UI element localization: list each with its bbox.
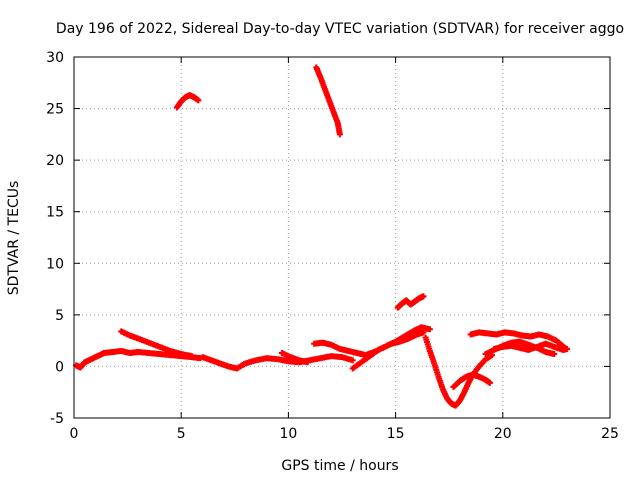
data-series-arc-a	[73, 347, 204, 371]
data-series-arc-h	[349, 324, 433, 372]
data-point	[551, 351, 558, 358]
data-series-arc-g	[311, 329, 427, 359]
data-series-arc-b	[118, 328, 195, 360]
y-tick-label: -5	[50, 411, 64, 427]
data-point	[188, 353, 195, 360]
gridlines	[74, 57, 610, 418]
data-series-arc-d	[199, 353, 356, 372]
data-series-arc-e	[278, 350, 311, 366]
y-axis-label: SDTVAR / TECUs	[6, 181, 22, 296]
data-point	[349, 357, 356, 364]
x-axis-label: GPS time / hours	[281, 458, 398, 474]
y-tick-label: 30	[46, 50, 64, 66]
y-tick-label: 10	[46, 256, 64, 272]
y-tick-label: 25	[46, 102, 64, 118]
data-point	[564, 345, 571, 352]
data-point	[304, 359, 311, 366]
y-tick-label: 0	[55, 359, 64, 375]
x-tick-label: 15	[387, 426, 405, 442]
data-series-arc-f	[313, 64, 343, 138]
data-series-arc-j	[422, 334, 496, 409]
data-point	[426, 326, 433, 333]
data-point	[336, 131, 343, 138]
data-point	[195, 97, 202, 104]
data-series-arc-n	[482, 338, 558, 358]
y-tick-label: 20	[46, 153, 64, 169]
x-tick-label: 10	[279, 426, 297, 442]
data-points-layer	[73, 64, 571, 409]
x-tick-label: 20	[494, 426, 512, 442]
data-point	[420, 293, 427, 300]
data-point	[486, 379, 493, 386]
x-tick-label: 5	[177, 426, 186, 442]
y-tick-label: 15	[46, 205, 64, 221]
data-series-arc-i	[394, 293, 427, 311]
y-tick-label: 5	[55, 308, 64, 324]
x-tick-label: 0	[70, 426, 79, 442]
x-tick-label: 25	[601, 426, 619, 442]
data-series-arc-l	[467, 329, 568, 351]
data-series-arc-c	[173, 92, 202, 111]
plot-frame	[73, 56, 611, 419]
chart-title: Day 196 of 2022, Sidereal Day-to-day VTE…	[56, 21, 624, 37]
data-series-arc-k	[450, 371, 493, 391]
